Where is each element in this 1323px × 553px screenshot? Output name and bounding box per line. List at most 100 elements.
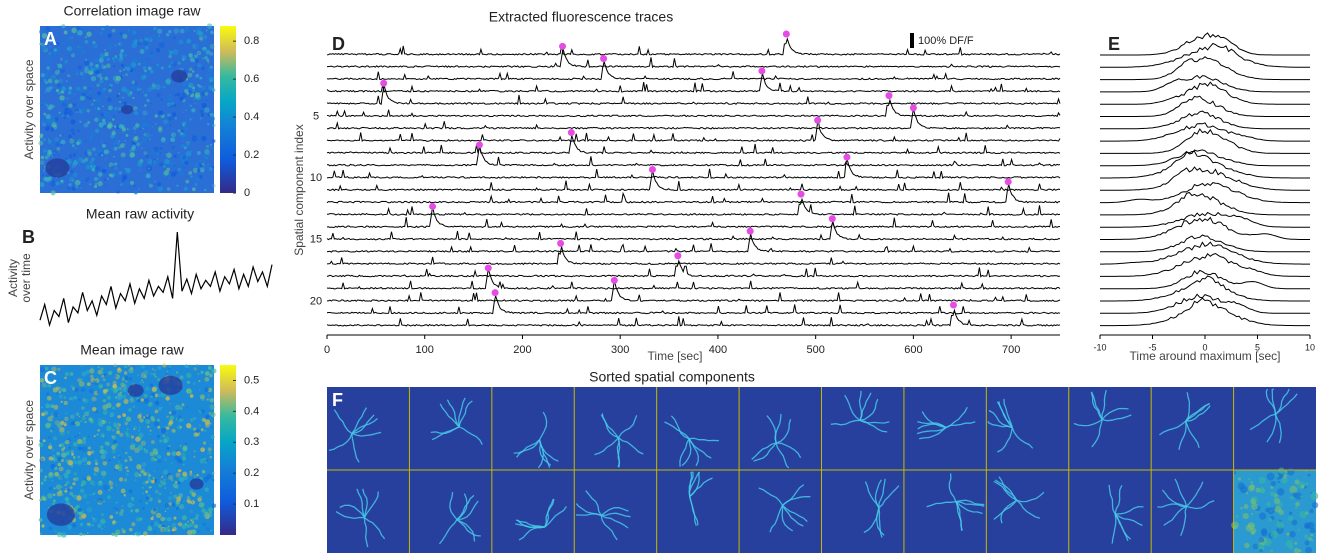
panel-letter: A bbox=[44, 29, 57, 49]
speckle bbox=[84, 140, 87, 143]
speckle bbox=[101, 400, 104, 402]
speckle bbox=[77, 129, 80, 132]
speckle bbox=[45, 56, 52, 62]
speckle bbox=[117, 423, 121, 427]
speckle bbox=[207, 123, 210, 126]
speckle bbox=[108, 481, 114, 486]
speckle bbox=[119, 369, 123, 372]
speckle bbox=[77, 45, 83, 51]
speckle bbox=[157, 454, 162, 459]
component-branch bbox=[446, 399, 460, 428]
speckle bbox=[159, 480, 164, 484]
speckle bbox=[44, 479, 47, 482]
speckle bbox=[137, 414, 142, 419]
speckle bbox=[210, 529, 213, 533]
speckle bbox=[190, 516, 193, 519]
speckle bbox=[114, 374, 120, 380]
speckle bbox=[157, 393, 162, 398]
speckle bbox=[193, 97, 196, 100]
speckle bbox=[89, 388, 94, 394]
speckle bbox=[193, 162, 199, 168]
aligned-trace bbox=[1100, 211, 1310, 228]
speckle bbox=[53, 411, 59, 418]
speckle bbox=[151, 440, 155, 444]
speckle bbox=[78, 96, 84, 103]
speckle bbox=[47, 78, 53, 84]
speckle bbox=[68, 145, 72, 149]
speckle bbox=[40, 481, 44, 485]
speckle bbox=[106, 382, 111, 387]
component-branch bbox=[364, 517, 386, 540]
speckle bbox=[184, 160, 189, 165]
panel-letter: D bbox=[332, 34, 345, 54]
x-tick-label: -10 bbox=[1093, 342, 1106, 352]
speckle bbox=[113, 155, 115, 158]
speckle bbox=[63, 116, 66, 120]
speckle bbox=[123, 54, 126, 57]
speckle bbox=[168, 444, 171, 448]
speckle bbox=[56, 451, 61, 456]
y-axis-label: Spatial component index bbox=[292, 124, 306, 255]
component-branch bbox=[948, 473, 957, 502]
speckle bbox=[1289, 485, 1298, 494]
speckle bbox=[146, 414, 149, 417]
trace bbox=[326, 73, 1061, 93]
speckle bbox=[92, 517, 95, 520]
speckle bbox=[42, 439, 46, 443]
speckle bbox=[182, 80, 188, 86]
speckle bbox=[178, 415, 182, 419]
speckle bbox=[182, 445, 188, 451]
speckle bbox=[60, 485, 64, 489]
peak-marker bbox=[758, 67, 766, 75]
speckle bbox=[1309, 527, 1316, 534]
speckle bbox=[189, 472, 193, 476]
speckle bbox=[64, 422, 67, 424]
speckle bbox=[165, 153, 167, 156]
trace bbox=[326, 159, 1061, 180]
speckle bbox=[1240, 506, 1243, 510]
panel-title: Sorted spatial components bbox=[589, 369, 755, 385]
x-tick-label: 10 bbox=[1305, 342, 1315, 352]
speckle bbox=[118, 57, 124, 63]
speckle bbox=[178, 522, 183, 527]
speckle bbox=[205, 99, 208, 102]
speckle bbox=[71, 53, 75, 58]
speckle bbox=[188, 67, 193, 71]
speckle bbox=[162, 469, 169, 475]
aligned-trace bbox=[1100, 122, 1310, 142]
speckle bbox=[147, 87, 153, 93]
component-branch bbox=[456, 519, 476, 542]
speckle bbox=[41, 412, 45, 417]
speckle bbox=[97, 497, 103, 503]
speckle bbox=[140, 159, 143, 162]
speckle bbox=[159, 430, 161, 432]
speckle bbox=[131, 85, 137, 91]
speckle bbox=[90, 103, 93, 106]
speckle bbox=[1276, 488, 1285, 496]
speckle bbox=[182, 463, 185, 466]
component-branch bbox=[351, 417, 378, 435]
speckle bbox=[57, 69, 61, 72]
speckle bbox=[94, 117, 99, 122]
speckle bbox=[197, 530, 200, 533]
speckle bbox=[183, 125, 189, 131]
speckle bbox=[136, 142, 141, 147]
speckle bbox=[169, 94, 171, 97]
speckle bbox=[103, 500, 106, 503]
speckle bbox=[120, 382, 125, 387]
speckle bbox=[73, 494, 78, 500]
speckle bbox=[128, 364, 130, 367]
speckle bbox=[112, 520, 116, 523]
speckle bbox=[155, 512, 162, 519]
peak-marker bbox=[475, 141, 483, 149]
speckle bbox=[174, 480, 178, 484]
speckle bbox=[65, 73, 67, 76]
speckle bbox=[79, 71, 84, 76]
speckle bbox=[123, 371, 128, 375]
speckle bbox=[146, 98, 150, 103]
speckle bbox=[53, 48, 57, 52]
speckle bbox=[81, 114, 84, 116]
speckle bbox=[67, 488, 70, 491]
speckle bbox=[191, 501, 193, 503]
speckle bbox=[181, 55, 187, 61]
